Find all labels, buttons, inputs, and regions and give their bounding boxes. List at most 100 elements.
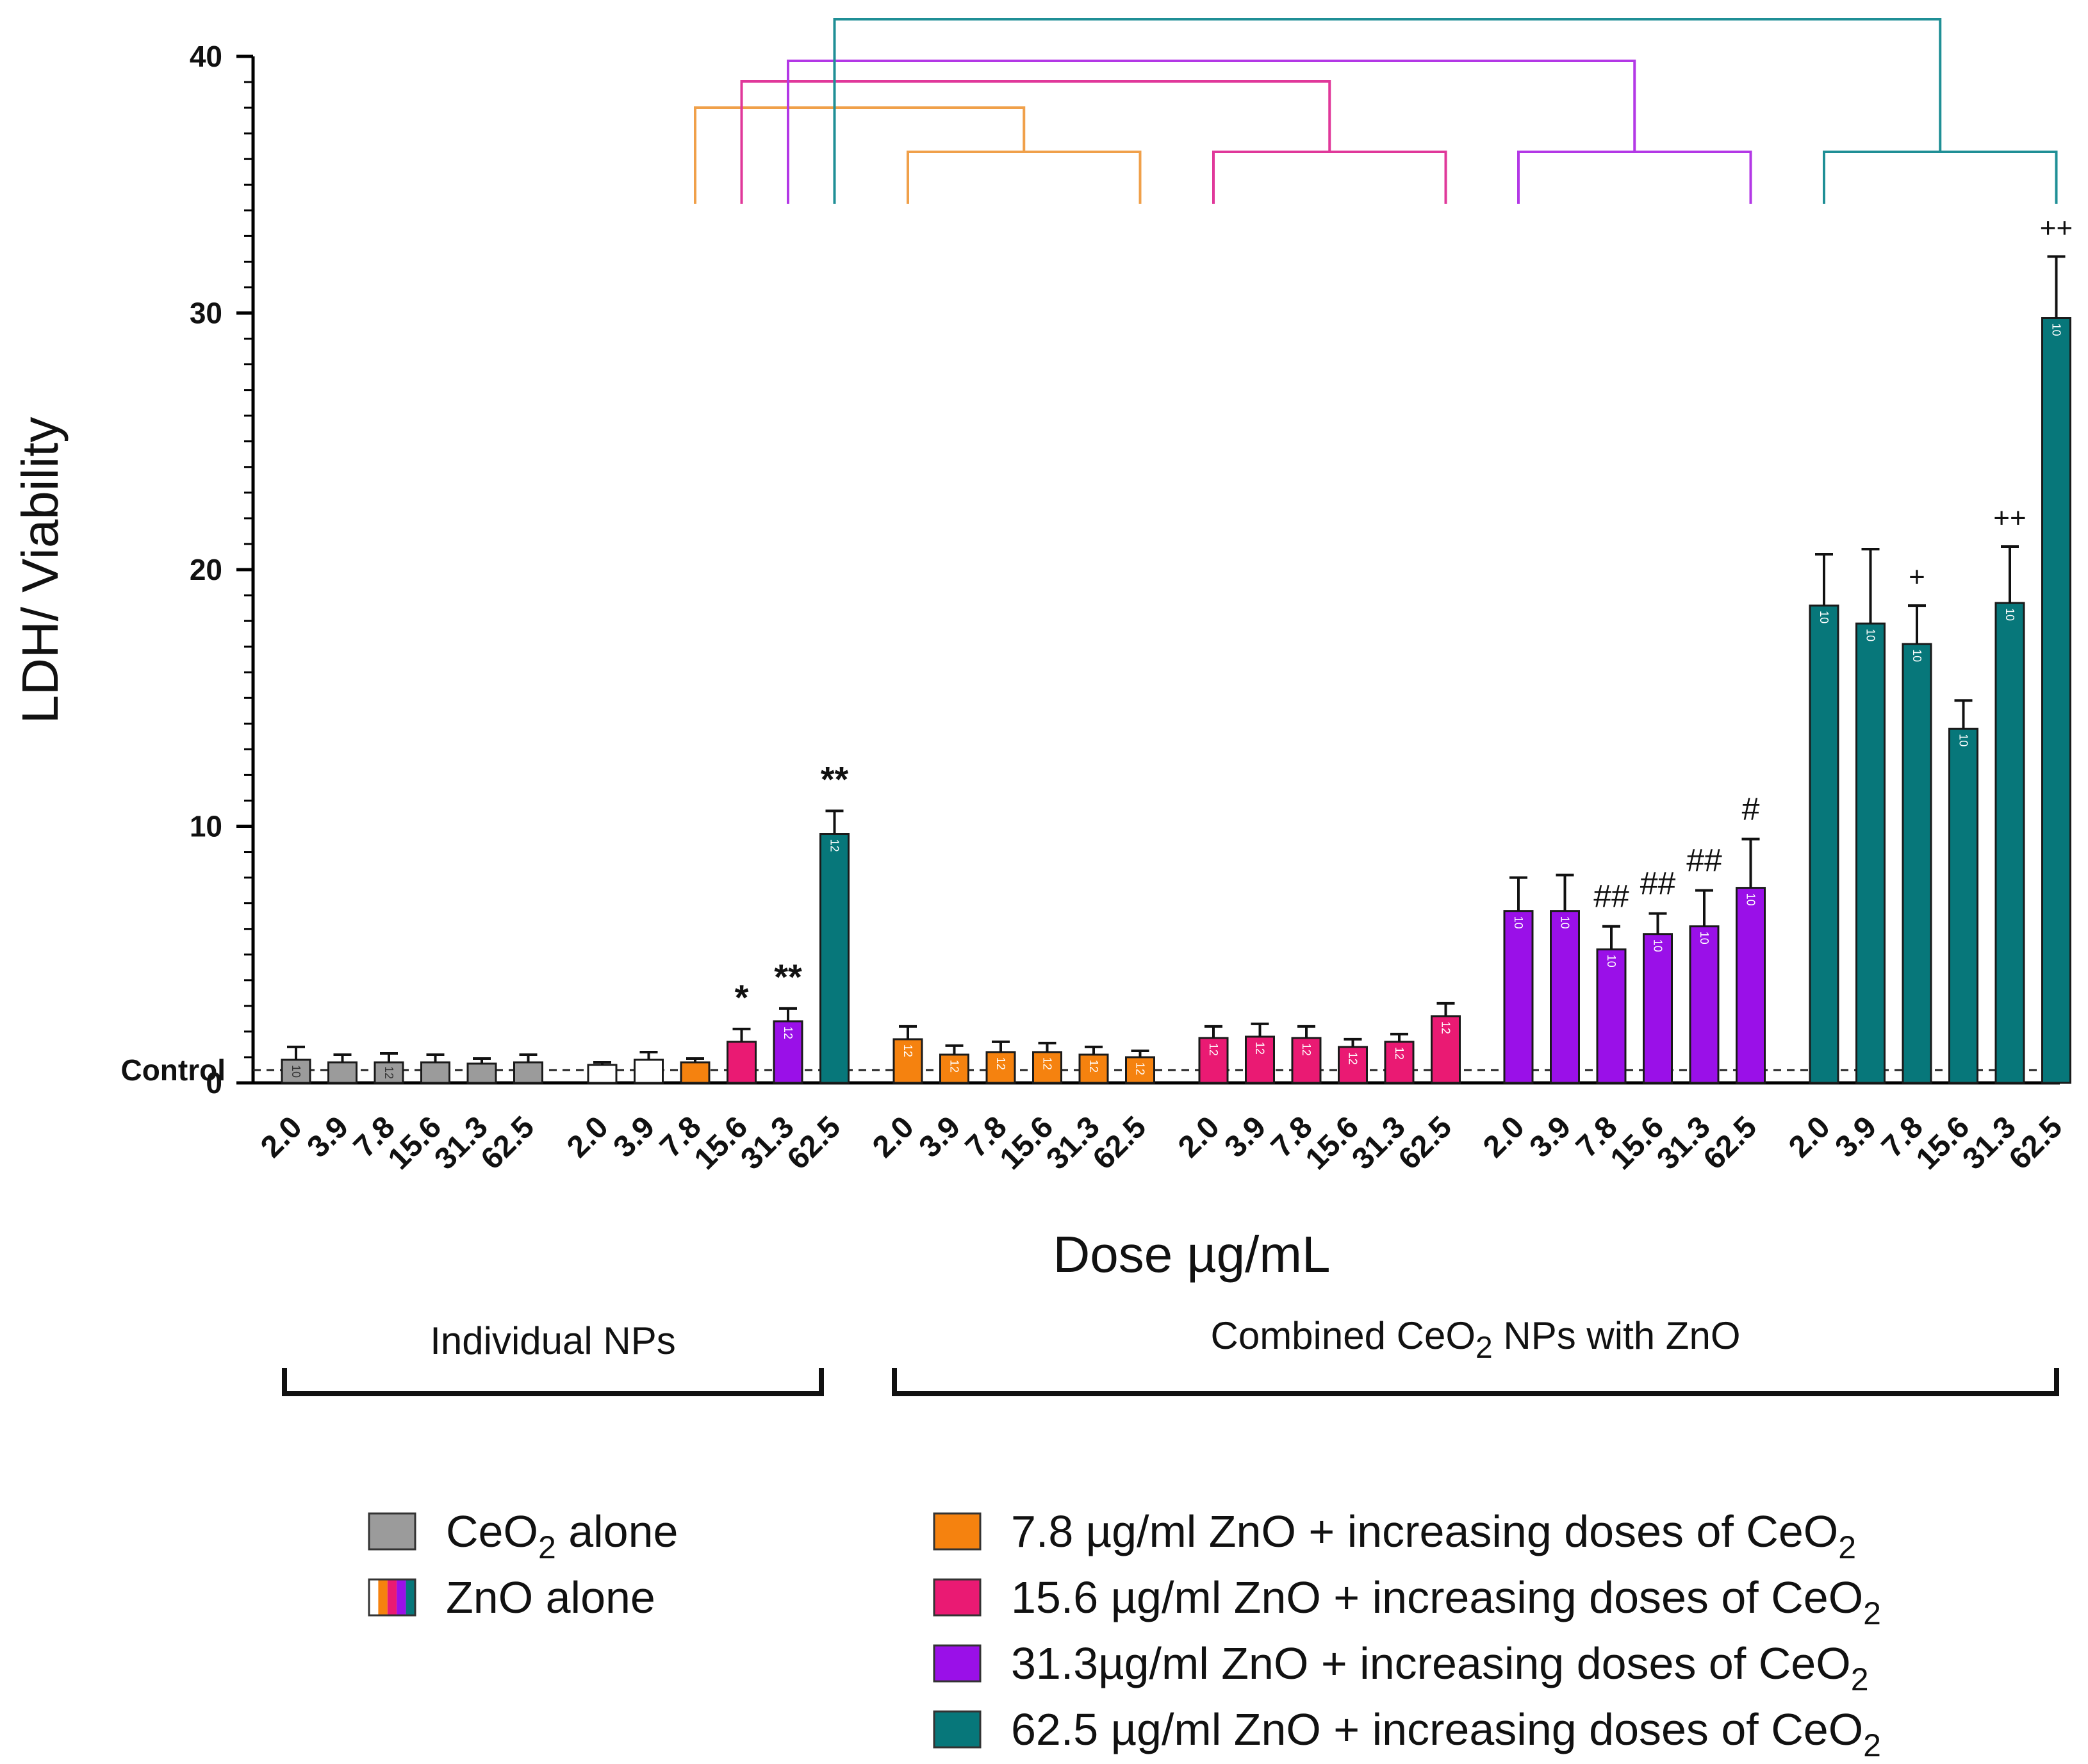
legend-swatch — [933, 1578, 982, 1617]
legend-swatch — [933, 1512, 982, 1551]
significance-marker: ## — [1686, 843, 1722, 878]
bar — [281, 1059, 311, 1084]
bar-n-label: 12 — [1041, 1057, 1054, 1070]
legend-label: 62.5 µg/ml ZnO + increasing doses of CeO… — [1011, 1704, 1881, 1763]
bar-n-label: 10 — [2003, 608, 2016, 621]
comparison-link — [787, 60, 1636, 204]
dose-tick-label: 62.5 — [1697, 1110, 1764, 1176]
bar-n-label: 12 — [1087, 1060, 1100, 1073]
group-bracket — [1212, 151, 1447, 204]
bar-n-label: 12 — [1347, 1052, 1360, 1065]
bar-n-label: 12 — [948, 1060, 961, 1073]
combined-nps-label: Combined CeO2 NPs with ZnO — [1211, 1314, 1741, 1365]
dose-tick-label: 3.9 — [607, 1110, 662, 1164]
legend-swatch-part — [397, 1579, 406, 1615]
bar — [420, 1061, 450, 1084]
dose-tick-label: 2.0 — [254, 1110, 309, 1164]
dose-tick-label: 3.9 — [301, 1110, 356, 1164]
significance-marker: ++ — [1993, 502, 2026, 534]
legend-label: ZnO alone — [446, 1572, 655, 1622]
legend-label: CeO2 alone — [446, 1506, 678, 1565]
significance-marker: ++ — [2040, 212, 2073, 243]
bar — [1855, 622, 1886, 1084]
legend-label: 31.3µg/ml ZnO + increasing doses of CeO2 — [1011, 1638, 1869, 1697]
bar-n-label: 10 — [1559, 916, 1572, 929]
bar — [1338, 1046, 1368, 1084]
bar-n-label: 12 — [1440, 1021, 1452, 1034]
bar-n-label: 12 — [994, 1057, 1007, 1070]
bar — [513, 1061, 543, 1084]
comparison-link — [694, 106, 1026, 204]
axes: 0 10 20 30 40 Control — [120, 40, 2060, 1100]
bar-n-label: 12 — [1207, 1043, 1220, 1056]
individual-nps-label: Individual NPs — [430, 1319, 676, 1362]
bar — [1384, 1041, 1415, 1084]
dose-tick-label: 2.0 — [561, 1110, 615, 1164]
bar — [1125, 1056, 1155, 1084]
comparison-brackets — [694, 18, 2058, 204]
dose-tick-label: 2.0 — [866, 1110, 921, 1164]
legend-swatch-part — [406, 1579, 415, 1615]
combined-nps-bracket — [892, 1368, 2059, 1396]
dose-tick-label: 62.5 — [1392, 1110, 1459, 1176]
bar-n-label: 12 — [901, 1044, 914, 1057]
bar — [1736, 887, 1766, 1084]
x-axis-title: Dose µg/mL — [1053, 1226, 1331, 1283]
dose-tick-label: 62.5 — [475, 1110, 541, 1176]
bar-n-label: 10 — [1864, 629, 1877, 641]
bar-n-label: 12 — [782, 1026, 794, 1039]
legend-swatch — [933, 1644, 982, 1683]
y-tick-label: 10 — [190, 810, 222, 843]
dose-tick-label: 3.9 — [913, 1110, 967, 1164]
y-axis-title: LDH/ Viability — [12, 417, 69, 724]
bar — [1689, 925, 1720, 1084]
dose-tick-label: 62.5 — [1087, 1110, 1153, 1176]
bar-n-label: 12 — [1134, 1062, 1147, 1075]
comparison-link — [740, 80, 1331, 204]
legend: CeO2 alone ZnO alone 7.8 µg/ml ZnO + incre… — [368, 1506, 1881, 1763]
bar — [727, 1041, 757, 1084]
group-headers: Individual NPs Combined CeO2 NPs with ZnO — [282, 1314, 2059, 1396]
dose-tick-label: 3.9 — [1524, 1110, 1578, 1164]
bar — [819, 833, 850, 1084]
legend-swatch — [933, 1710, 982, 1749]
bar — [1902, 643, 1932, 1084]
bar-n-label: 10 — [1512, 916, 1525, 929]
y-tick-label: 40 — [190, 40, 222, 73]
bar — [466, 1062, 497, 1084]
bar — [1198, 1037, 1229, 1084]
legend-swatch — [368, 1512, 416, 1551]
bar — [634, 1059, 664, 1084]
bar — [680, 1061, 711, 1084]
bar-n-label: 12 — [1254, 1042, 1267, 1055]
legend-swatch — [368, 1578, 416, 1617]
significance-marker: ## — [1593, 878, 1629, 914]
legend-label: 7.8 µg/ml ZnO + increasing doses of CeO2 — [1011, 1506, 1856, 1565]
bar — [773, 1020, 803, 1084]
bar — [1809, 604, 1839, 1084]
bar — [1596, 948, 1627, 1084]
bar-n-label: 12 — [382, 1066, 395, 1079]
dose-tick-label: 3.9 — [1829, 1110, 1884, 1164]
bar — [1643, 933, 1673, 1084]
significance-marker: ## — [1640, 866, 1676, 902]
bar-n-label: 10 — [1605, 955, 1618, 968]
legend-swatch-part — [378, 1579, 388, 1615]
significance-marker: * — [735, 977, 749, 1018]
bar — [985, 1051, 1016, 1084]
legend-label: 15.6 µg/ml ZnO + increasing doses of CeO… — [1011, 1572, 1881, 1631]
bar-n-label: 10 — [1911, 649, 1923, 662]
bar — [892, 1038, 923, 1084]
bar — [1550, 910, 1580, 1084]
bar — [1078, 1053, 1109, 1084]
group-bracket — [1517, 151, 1752, 204]
bar-n-label: 12 — [1393, 1047, 1406, 1060]
significance-marker: # — [1742, 791, 1760, 827]
bar-n-label: 10 — [1652, 939, 1665, 952]
bar-n-label: 12 — [1300, 1043, 1313, 1056]
y-tick-label: 0 — [206, 1066, 222, 1100]
dose-tick-label: 2.0 — [1172, 1110, 1226, 1164]
bar — [1994, 602, 2025, 1084]
legend-swatch-part — [369, 1579, 379, 1615]
bar-n-label: 10 — [290, 1065, 302, 1078]
